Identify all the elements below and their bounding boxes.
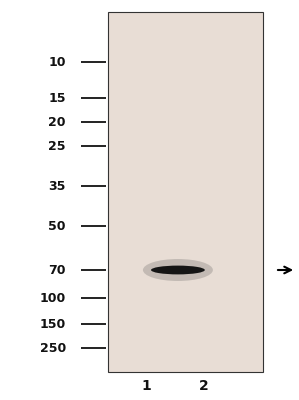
Text: 15: 15 [48,92,66,104]
Text: 70: 70 [48,264,66,276]
Bar [108,12,263,372]
Ellipse shape [151,266,205,274]
Ellipse shape [143,259,213,281]
Text: 10: 10 [48,56,66,68]
Text: 250: 250 [39,342,66,354]
Text: 25: 25 [48,140,66,152]
Text: 150: 150 [39,318,66,330]
Text: 1: 1 [142,379,151,393]
Text: 2: 2 [199,379,208,393]
Text: 100: 100 [39,292,66,304]
Text: 50: 50 [48,220,66,232]
Text: 35: 35 [48,180,66,192]
Text: 20: 20 [48,116,66,128]
